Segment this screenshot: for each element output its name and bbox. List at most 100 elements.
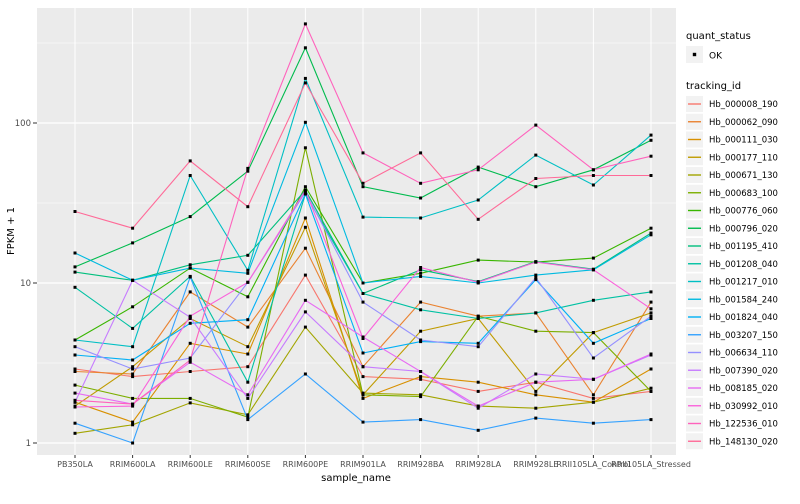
data-point xyxy=(73,421,77,425)
data-point xyxy=(131,345,135,349)
data-point xyxy=(419,274,423,278)
data-point xyxy=(361,420,365,424)
y-axis-title: FPKM + 1 xyxy=(6,207,17,255)
x-axis-title: sample_name xyxy=(321,473,391,484)
data-point xyxy=(591,183,595,187)
data-point xyxy=(419,216,423,220)
data-point xyxy=(419,377,423,381)
data-point xyxy=(188,370,192,373)
data-point xyxy=(534,416,538,420)
data-point xyxy=(649,352,653,356)
data-point xyxy=(649,154,653,158)
data-point xyxy=(591,268,595,272)
legend-item-label: Hb_003207_150 xyxy=(709,331,778,341)
data-point xyxy=(131,365,135,369)
data-point xyxy=(131,372,135,376)
axis-tick-labels: 1 10 100 PB350LA RRIM600LA RRIM600LE RRIM600SE… xyxy=(15,119,691,469)
data-point xyxy=(246,352,250,356)
data-point xyxy=(73,370,77,373)
legend-item-label: Hb_000177_110 xyxy=(709,153,778,163)
x-tick-label: RRIM928LE xyxy=(513,460,558,469)
data-point xyxy=(419,271,423,275)
legend-point-marker xyxy=(692,52,697,57)
data-point xyxy=(419,329,423,333)
data-point xyxy=(534,278,538,282)
data-point xyxy=(419,340,423,344)
axis-tick-marks xyxy=(33,122,652,458)
data-point xyxy=(188,401,192,405)
data-point xyxy=(131,375,135,379)
data-point xyxy=(246,166,250,170)
x-tick-label: RRII105LA_Stressed xyxy=(611,460,691,469)
data-point xyxy=(73,345,77,349)
data-point xyxy=(246,205,250,209)
data-point xyxy=(476,406,480,410)
data-point xyxy=(534,311,538,315)
x-tick-label: RRIM928LA xyxy=(455,460,501,469)
data-point xyxy=(591,298,595,302)
x-tick-label: PB350LA xyxy=(57,460,93,469)
data-point xyxy=(649,226,653,230)
data-point xyxy=(131,278,135,282)
data-point xyxy=(246,318,250,322)
data-point xyxy=(534,177,538,180)
data-point xyxy=(591,331,595,335)
legend-tracking-id: Hb_000008_190 Hb_000062_090 Hb_000111_030 H… xyxy=(686,96,778,450)
data-point xyxy=(649,311,653,315)
legend-item-label: Hb_000671_130 xyxy=(709,171,778,181)
data-point xyxy=(476,380,480,384)
data-point xyxy=(649,290,653,294)
data-point xyxy=(361,396,365,400)
data-point xyxy=(131,441,135,445)
data-point xyxy=(303,190,307,194)
data-point xyxy=(73,400,77,404)
data-point xyxy=(476,217,480,221)
data-point xyxy=(591,356,595,360)
data-point xyxy=(649,133,653,137)
legend-item-label: Hb_000008_190 xyxy=(709,100,778,110)
data-point xyxy=(534,185,538,189)
data-point xyxy=(419,300,423,304)
y-tick-label: 10 xyxy=(20,279,31,289)
legend-item-label: Hb_008185_020 xyxy=(709,384,778,394)
data-point xyxy=(419,266,423,269)
data-point xyxy=(246,325,250,329)
data-point xyxy=(591,168,595,172)
data-point xyxy=(188,290,192,294)
data-point xyxy=(419,196,423,200)
data-point xyxy=(591,341,595,345)
data-point xyxy=(246,380,250,384)
data-point xyxy=(303,185,307,189)
x-tick-label: RRIM928BA xyxy=(397,460,444,469)
data-point xyxy=(246,365,250,369)
data-point xyxy=(534,372,538,376)
data-point xyxy=(73,367,77,371)
data-point xyxy=(131,241,135,245)
data-point xyxy=(649,367,653,371)
data-point xyxy=(649,233,653,237)
data-point xyxy=(649,300,653,304)
data-point xyxy=(649,389,653,393)
data-point xyxy=(303,146,307,150)
data-point xyxy=(303,76,307,80)
data-point xyxy=(188,356,192,360)
data-point xyxy=(131,367,135,371)
y-tick-label: 1 xyxy=(26,439,31,449)
data-point xyxy=(361,151,365,155)
legend-item-label: Hb_000776_060 xyxy=(709,207,778,217)
data-point xyxy=(131,420,135,424)
data-point xyxy=(476,404,480,408)
data-point xyxy=(188,341,192,345)
data-point xyxy=(246,268,250,272)
data-point xyxy=(73,431,77,435)
data-point xyxy=(73,405,77,409)
data-point xyxy=(246,393,250,397)
data-point xyxy=(649,307,653,311)
data-point xyxy=(188,321,192,325)
data-point xyxy=(476,280,480,284)
data-point xyxy=(649,386,653,390)
data-point xyxy=(303,81,307,85)
data-point xyxy=(246,415,250,419)
